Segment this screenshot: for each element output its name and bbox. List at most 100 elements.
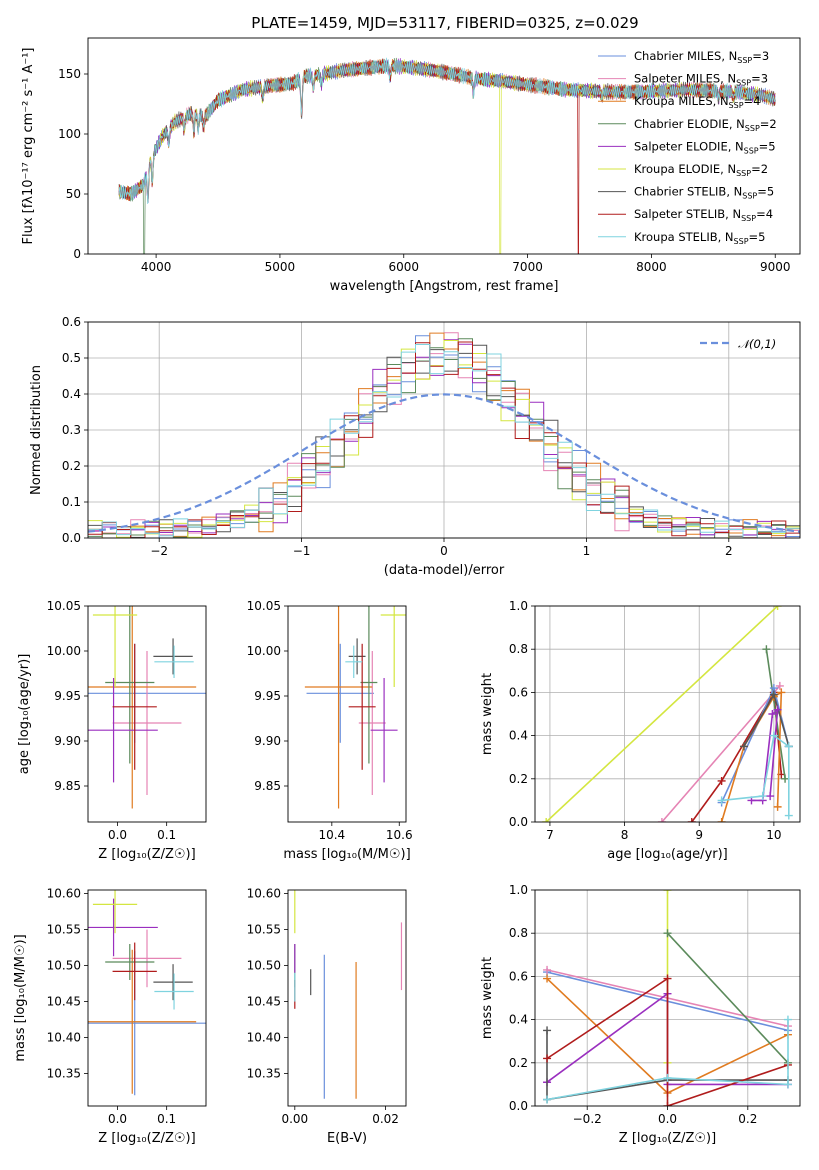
- weight_vs_age-plot-area: [542, 606, 793, 822]
- residuals-ytick-label: 0.0: [62, 531, 81, 545]
- weight_vs_Z-marker-ke: [663, 890, 672, 894]
- age_vs_mass-xtick-label: 10.4: [318, 828, 345, 842]
- weight_vs_age-ytick-label: 1.0: [509, 599, 528, 613]
- weight_vs_age-line-ss: [691, 689, 783, 822]
- weight_vs_age-xlabel: age [log₁₀(age/yr)]: [607, 847, 728, 862]
- weight_vs_Z-xlabel: Z [log₁₀(Z/Z☉)]: [619, 1131, 716, 1146]
- weight_vs_age-ylabel: mass weight: [480, 673, 495, 755]
- weight_vs_Z-marker-cs: [543, 1026, 552, 1035]
- spectrum-xtick-label: 6000: [388, 260, 419, 274]
- spectrum-ylabel: Flux [fλ10⁻¹⁷ erg cm⁻² s⁻¹ A⁻¹]: [21, 48, 36, 245]
- weight_vs_age-marker-se: [766, 792, 775, 801]
- figure-title: PLATE=1459, MJD=53117, FIBERID=0325, z=0…: [251, 14, 638, 32]
- age_vs_Z-ytick-label: 9.85: [54, 779, 81, 793]
- weight_vs_age-marker-sm: [775, 681, 784, 690]
- mass_vs_ebv-xlabel: E(B-V): [327, 1131, 367, 1146]
- panels: 4000 5000 6000 7000 8000 9000050100150wavelen…: [13, 37, 801, 1146]
- weight_vs_age-panel: 7 8 9 10 0.0 0.2 0.4 0.6 0.8 1.0 age [log₁₀(age/yr…: [480, 599, 801, 862]
- age_vs_mass-ytick-label: 9.85: [254, 779, 281, 793]
- residuals-ytick-label: 0.1: [62, 495, 81, 509]
- weight_vs_age-marker-se: [773, 705, 782, 714]
- residuals-ylabel: Normed distribution: [29, 365, 44, 495]
- weight_vs_age-marker-sm: [657, 818, 666, 822]
- spectrum-ytick-label: 50: [66, 187, 81, 201]
- age_vs_mass-ytick-label: 10.05: [247, 599, 281, 613]
- mass_vs_ebv-ytick-label: 10.55: [247, 923, 281, 937]
- weight_vs_Z-line-ks: [546, 1019, 789, 1101]
- legend-nssp: =4: [744, 94, 761, 108]
- mass_vs_Z-frame: [87, 889, 207, 1107]
- weight_vs_age-line-sm: [661, 685, 781, 822]
- age_vs_Z-ytick-label: 10.00: [47, 644, 81, 658]
- weight_vs_age-ytick-label: 0.6: [509, 685, 528, 699]
- legend-subscript: SSP: [729, 101, 744, 110]
- weight_vs_age-marker-ke: [542, 818, 551, 822]
- legend-label-ss: Salpeter STELIB, NSSP=4: [634, 207, 773, 223]
- weight_vs_age-marker-ks: [758, 792, 767, 801]
- weight_vs_age-frame: [534, 605, 801, 823]
- mass_vs_Z-xtick-label: 0.0: [108, 1112, 127, 1126]
- weight_vs_age-marker-ce: [762, 645, 771, 654]
- age_vs_Z-xtick-label: 0.0: [108, 828, 127, 842]
- age_vs_Z-ytick-label: 10.05: [47, 599, 81, 613]
- age_vs_mass-xlabel: mass [log₁₀(M/M☉)]: [283, 847, 410, 862]
- mass_vs_Z-ytick-label: 10.40: [47, 1031, 81, 1045]
- spectrum-xtick-label: 8000: [636, 260, 667, 274]
- weight_vs_Z-line-ce: [666, 932, 789, 1064]
- legend-nssp: =5: [759, 139, 776, 153]
- age_vs_mass-ytick-label: 9.90: [254, 734, 281, 748]
- legend-subscript: SSP: [736, 79, 751, 88]
- weight_vs_Z-line-ss: [546, 977, 789, 1106]
- residuals-ytick-label: 0.6: [62, 315, 81, 329]
- weight_vs_Z-marker-ks: [783, 1015, 792, 1024]
- legend-nssp: =3: [751, 72, 768, 86]
- spectrum-xtick-label: 7000: [512, 260, 543, 274]
- legend-label-cs: Chabrier STELIB, NSSP=5: [634, 185, 774, 201]
- legend-nssp: =2: [760, 117, 777, 131]
- spectrum-ytick-label: 100: [58, 127, 81, 141]
- age_vs_Z-ytick-label: 9.90: [54, 734, 81, 748]
- weight_vs_Z-panel: −0.2 0.0 0.2 0.0 0.2 0.4 0.6 0.8 1.0 Z [log₁₀(Z/Z…: [480, 883, 801, 1146]
- residuals-ytick-label: 0.4: [62, 387, 81, 401]
- mass_vs_ebv-panel: 0.00 0.02 10.35 10.40 10.45 10.50 10.55 10.60 E(…: [247, 887, 407, 1146]
- legend-label-se: Salpeter ELODIE, NSSP=5: [634, 139, 776, 155]
- residuals-panel: −2 −1 0 1 2 0.0 0.1 0.2 0.3 0.4 0.5 0.6 (data-model)…: [29, 315, 801, 578]
- spectrum-ytick-label: 150: [58, 67, 81, 81]
- weight_vs_age-marker-ce: [781, 774, 790, 783]
- weight_vs_age-ytick-label: 0.8: [509, 642, 528, 656]
- legend-nssp: =3: [752, 49, 769, 63]
- weight_vs_Z-ytick-label: 0.6: [509, 969, 528, 983]
- weight_vs_Z-marker-ks: [783, 1080, 792, 1089]
- age_vs_Z-xlabel: Z [log₁₀(Z/Z☉)]: [98, 847, 195, 862]
- legend-label-ks: Kroupa STELIB, NSSP=5: [634, 230, 765, 246]
- spectrum-panel: 4000 5000 6000 7000 8000 9000 0 50 100 150 wavelen…: [21, 37, 801, 294]
- weight_vs_Z-ytick-label: 0.2: [509, 1056, 528, 1070]
- age_vs_Z-ytick-label: 9.95: [54, 689, 81, 703]
- weight_vs_age-marker-ks: [784, 811, 793, 820]
- legend-label-ce: Chabrier ELODIE, NSSP=2: [634, 117, 777, 133]
- residuals-xtick-label: 1: [583, 544, 591, 558]
- weight_vs_age-marker-ss: [717, 776, 726, 785]
- weight_vs_Z-marker-ss: [663, 974, 672, 983]
- mass_vs_ebv-frame: [287, 889, 407, 1107]
- weight_vs_Z-line-cs: [546, 1030, 788, 1101]
- weight_vs_Z-xtick-label: −0.2: [573, 1112, 602, 1126]
- weight_vs_age-marker-se: [768, 710, 777, 718]
- mass_vs_Z-ytick-label: 10.45: [47, 995, 81, 1009]
- mass_vs_ebv-ytick-label: 10.50: [247, 959, 281, 973]
- weight_vs_age-marker-ks: [784, 742, 793, 751]
- weight_vs_age-marker-ks: [717, 796, 726, 805]
- mass_vs_Z-panel: 0.0 0.1 10.35 10.40 10.45 10.50 10.55 10.60 Z [l…: [13, 887, 207, 1146]
- weight_vs_age-xtick-label: 8: [621, 828, 629, 842]
- weight_vs_Z-ytick-label: 1.0: [509, 883, 528, 897]
- weight_vs_age-marker-km: [777, 688, 786, 697]
- weight_vs_Z-plot-area: [543, 890, 792, 1106]
- spectrum-xtick-label: 9000: [760, 260, 791, 274]
- weight_vs_age-xtick-label: 9: [695, 828, 703, 842]
- legend-nssp: =4: [756, 207, 773, 221]
- weight_vs_Z-marker-ss: [663, 1102, 672, 1106]
- residuals-xtick-label: 0: [440, 544, 448, 558]
- spectrum-line-ks: [118, 57, 776, 205]
- weight_vs_age-marker-ss: [687, 818, 696, 822]
